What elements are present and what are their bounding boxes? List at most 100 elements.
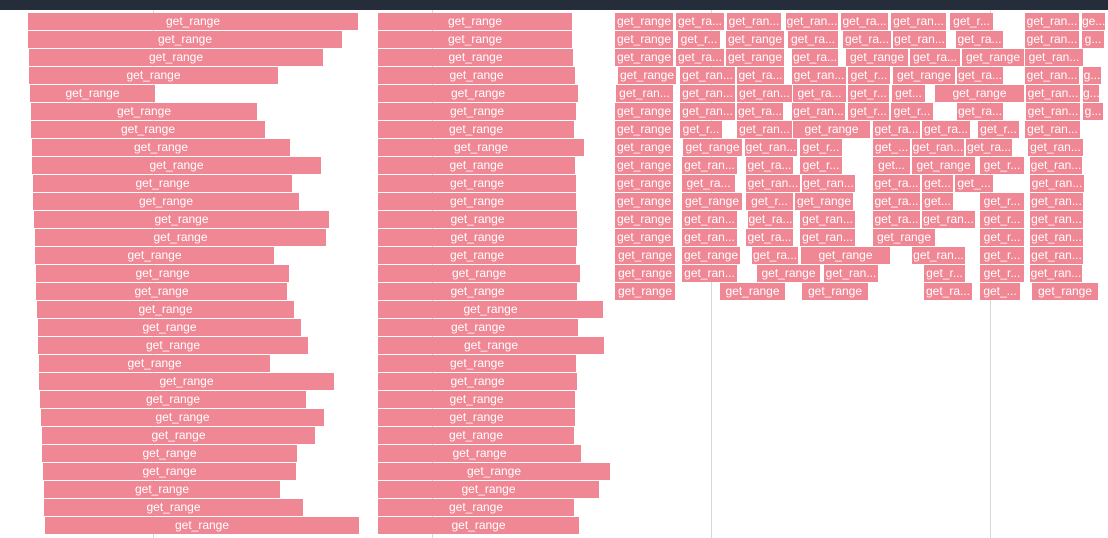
slice-get-range[interactable]: g... <box>1083 67 1101 84</box>
slice-get-range[interactable]: get_ran... <box>1030 175 1084 192</box>
slice-get-range[interactable]: get_range <box>378 85 578 102</box>
slice-get-range[interactable]: get_ran... <box>1025 49 1083 66</box>
slice-get-range[interactable]: get_range <box>935 85 1024 102</box>
slice-get-range[interactable]: get_ra... <box>873 175 920 192</box>
slice-get-range[interactable]: get_range <box>378 31 572 48</box>
slice-get-range[interactable]: get_range <box>43 463 296 480</box>
slice-get-range[interactable]: get_range <box>378 409 575 426</box>
slice-get-range[interactable]: get_r... <box>950 13 993 30</box>
slice-get-range[interactable]: get_range <box>615 211 673 228</box>
slice-get-range[interactable]: get_range <box>42 427 315 444</box>
slice-get-range[interactable]: get_range <box>1032 283 1098 300</box>
slice-get-range[interactable]: get_ran... <box>1026 103 1080 120</box>
slice-get-range[interactable]: get_ra... <box>910 49 960 66</box>
slice-get-range[interactable]: get_ran... <box>802 175 855 192</box>
slice-get-range[interactable]: get_ran... <box>1025 67 1079 84</box>
slice-get-range[interactable]: get_ran... <box>1030 193 1083 210</box>
slice-get-range[interactable]: get_ran... <box>824 265 878 282</box>
slice-get-range[interactable]: get_r... <box>848 103 889 120</box>
slice-get-range[interactable]: get_range <box>378 283 577 300</box>
slice-get-range[interactable]: get_range <box>378 13 572 30</box>
slice-get-range[interactable]: get_ra... <box>873 193 920 210</box>
slice-get-range[interactable]: get_range <box>893 67 955 84</box>
slice-get-range[interactable]: get_range <box>41 409 324 426</box>
slice-get-range[interactable]: get_range <box>793 121 870 138</box>
slice-get-range[interactable]: get_ran... <box>912 247 965 264</box>
slice-get-range[interactable]: get_ra... <box>737 103 783 120</box>
slice-get-range[interactable]: get_range <box>34 211 329 228</box>
slice-get-range[interactable]: get_ra... <box>966 139 1012 156</box>
slice-get-range[interactable]: get_ra... <box>752 247 798 264</box>
slice-get-range[interactable]: get_r... <box>980 157 1024 174</box>
slice-get-range[interactable]: get_range <box>801 247 890 264</box>
slice-get-range[interactable]: get_range <box>615 121 673 138</box>
slice-get-range[interactable]: get_range <box>36 265 289 282</box>
slice-get-range[interactable]: get_range <box>31 121 265 138</box>
slice-get-range[interactable]: get_range <box>378 265 580 282</box>
slice-get-range[interactable]: get_range <box>962 49 1024 66</box>
slice-get-range[interactable]: get_range <box>378 247 576 264</box>
slice-get-range[interactable]: get_range <box>615 265 675 282</box>
slice-get-range[interactable]: get_ran... <box>1030 211 1083 228</box>
slice-get-range[interactable]: g... <box>1083 85 1099 102</box>
slice-get-range[interactable]: get_ran... <box>792 67 846 84</box>
slice-get-range[interactable]: get_ra... <box>873 121 920 138</box>
slice-get-range[interactable]: get_range <box>36 283 287 300</box>
slice-get-range[interactable]: get_range <box>682 193 742 210</box>
slice-get-range[interactable]: get_ran... <box>727 13 781 30</box>
slice-get-range[interactable]: get_r... <box>678 31 720 48</box>
slice-get-range[interactable]: get_range <box>378 427 574 444</box>
slice-get-range[interactable]: get_range <box>45 517 359 534</box>
slice-get-range[interactable]: get_r... <box>746 193 793 210</box>
slice-get-range[interactable]: get_range <box>29 67 278 84</box>
slice-get-range[interactable]: get_range <box>378 175 576 192</box>
slice-get-range[interactable]: get_range <box>682 247 740 264</box>
slice-get-range[interactable]: get_range <box>378 355 576 372</box>
slice-get-range[interactable]: ge... <box>1082 13 1105 30</box>
slice-get-range[interactable]: get_ra... <box>737 67 784 84</box>
slice-get-range[interactable]: g... <box>1083 103 1103 120</box>
slice-get-range[interactable]: get_ran... <box>680 85 735 102</box>
slice-get-range[interactable]: get_range <box>615 139 673 156</box>
slice-get-range[interactable]: get_ra... <box>788 31 838 48</box>
slice-get-range[interactable]: get_ran... <box>912 139 964 156</box>
slice-get-range[interactable]: get_range <box>39 373 334 390</box>
slice-get-range[interactable]: get_ra... <box>676 13 724 30</box>
slice-get-range[interactable]: get_range <box>378 391 575 408</box>
slice-get-range[interactable]: get_ran... <box>737 85 792 102</box>
slice-get-range[interactable]: get_ra... <box>924 283 972 300</box>
slice-get-range[interactable]: get_ra... <box>748 211 793 228</box>
slice-get-range[interactable]: get_range <box>615 13 673 30</box>
slice-get-range[interactable]: get_r... <box>800 157 842 174</box>
slice-get-range[interactable]: get_r... <box>848 67 890 84</box>
slice-get-range[interactable]: get_range <box>33 175 292 192</box>
slice-get-range[interactable]: get_ran... <box>682 265 737 282</box>
slice-get-range[interactable]: get_ran... <box>745 139 797 156</box>
slice-get-range[interactable]: get_range <box>35 229 326 246</box>
slice-get-range[interactable]: get_ran... <box>786 13 838 30</box>
slice-get-range[interactable]: get_r... <box>980 211 1024 228</box>
slice-get-range[interactable]: get_ra... <box>956 31 1003 48</box>
slice-get-range[interactable]: get_range <box>378 301 603 318</box>
slice-get-range[interactable]: get_ra... <box>841 13 888 30</box>
slice-get-range[interactable]: get_range <box>873 229 935 246</box>
slice-get-range[interactable]: get_range <box>378 67 575 84</box>
slice-get-range[interactable]: get_ran... <box>800 211 855 228</box>
slice-get-range[interactable]: get_range <box>615 247 675 264</box>
slice-get-range[interactable]: get_range <box>378 229 577 246</box>
slice-get-range[interactable]: get_ra... <box>957 103 1003 120</box>
slice-get-range[interactable]: get_range <box>378 517 579 534</box>
slice-get-range[interactable]: get_range <box>802 283 868 300</box>
slice-get-range[interactable]: get_range <box>31 103 257 120</box>
slice-get-range[interactable]: get_range <box>35 247 274 264</box>
slice-get-range[interactable]: get_range <box>42 445 297 462</box>
slice-get-range[interactable]: get_range <box>378 211 577 228</box>
slice-get-range[interactable]: get_range <box>378 157 575 174</box>
slice-get-range[interactable]: get_ra... <box>793 85 846 102</box>
slice-get-range[interactable]: get_range <box>615 103 673 120</box>
slice-get-range[interactable]: get_ran... <box>1028 139 1083 156</box>
slice-get-range[interactable]: get_ran... <box>680 67 735 84</box>
slice-get-range[interactable]: get_range <box>795 193 853 210</box>
slice-get-range[interactable]: get_range <box>29 49 323 66</box>
slice-get-range[interactable]: get_ra... <box>746 157 793 174</box>
